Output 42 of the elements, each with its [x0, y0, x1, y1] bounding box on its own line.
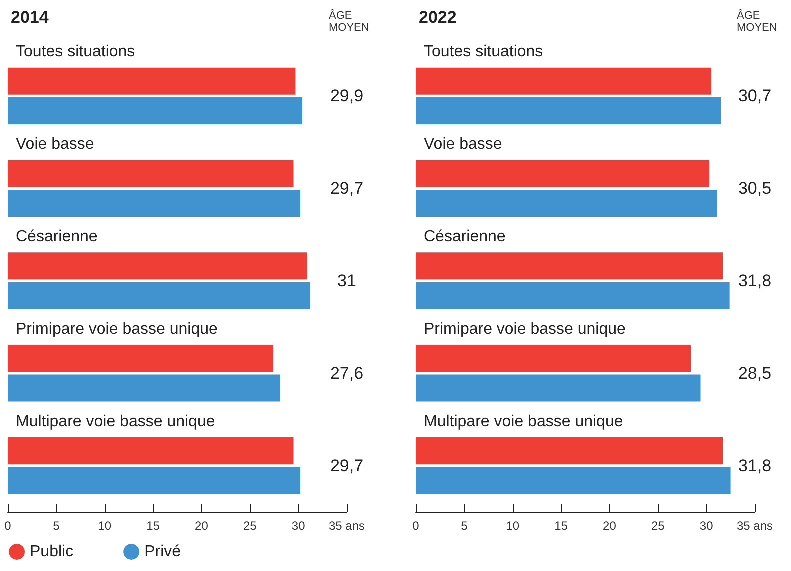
x-tick-label: 25 [651, 519, 666, 533]
legend-label: Public [30, 544, 74, 560]
text: ÂGE MOYEN [329, 9, 370, 34]
x-tick-label: 0 [412, 519, 420, 533]
annotation: 29,9 [330, 86, 364, 106]
x-tick-label: 15 [146, 519, 160, 533]
annotation: 28,5 [738, 364, 772, 383]
y-tick-label: Primipare voie basse unique [424, 320, 626, 338]
y-tick-label: Voie basse [16, 136, 94, 154]
x-tick-label: 5 [461, 519, 468, 533]
x-tick-label: 35 ans [328, 519, 366, 533]
annotation: 29,7 [330, 179, 364, 198]
x-tick-label: 30 [292, 519, 306, 533]
annotation: 30,5 [738, 179, 772, 198]
x-tick-label: 5 [53, 519, 60, 533]
chart-title: 2022 [419, 8, 457, 27]
x-tick-label: 10 [506, 519, 520, 533]
y-tick-label: Toutes situations [16, 44, 136, 61]
x-tick-label: 20 [195, 519, 209, 533]
x-tick-label: 20 [603, 519, 617, 533]
annotation: 31,8 [738, 272, 772, 290]
legend-label: Privé [144, 544, 182, 560]
chart-title: 2014 [11, 8, 50, 27]
annotation: 31 [338, 272, 356, 290]
y-tick-label: Multipare voie basse unique [424, 413, 624, 430]
y-tick-label: Voie basse [424, 136, 502, 154]
y-tick-label: Césarienne [424, 228, 506, 246]
y-tick-label: Toutes situations [424, 44, 544, 61]
x-tick-label: 25 [243, 519, 258, 533]
annotation: 29,7 [330, 456, 364, 476]
x-tick-label: 30 [700, 519, 714, 533]
x-tick-label: 15 [554, 519, 568, 533]
x-tick-label: 10 [98, 519, 112, 533]
annotation: 30,7 [738, 86, 772, 106]
annotation: 31,8 [738, 456, 772, 476]
y-tick-label: Multipare voie basse unique [16, 413, 216, 430]
annotation: 27,6 [330, 364, 364, 383]
text: ÂGE MOYEN [737, 9, 778, 34]
x-tick-label: 35 ans [736, 519, 774, 533]
x-tick-label: 0 [4, 519, 12, 533]
y-tick-label: Césarienne [16, 228, 98, 246]
y-tick-label: Primipare voie basse unique [16, 320, 218, 338]
